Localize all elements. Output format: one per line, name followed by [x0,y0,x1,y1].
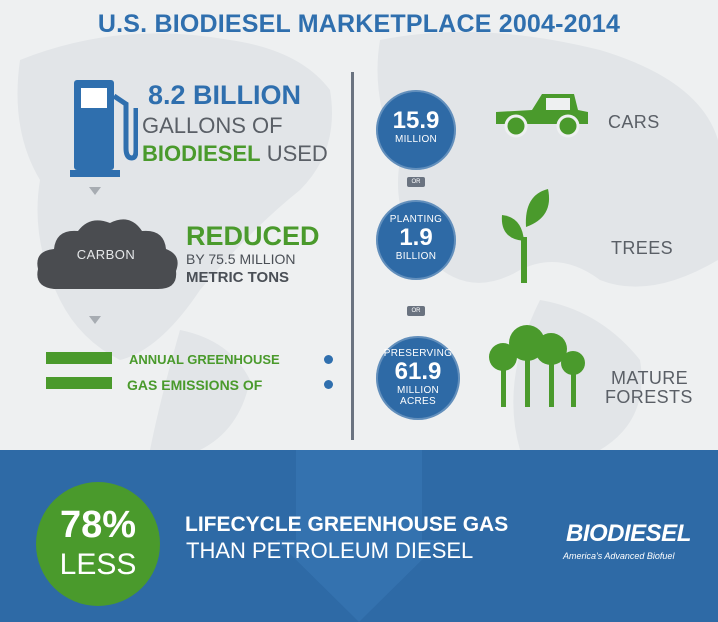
forests-value: 61.9 [394,358,442,385]
equals-line1: ANNUAL GREENHOUSE [129,352,280,367]
reduced-amount: BY 75.5 MILLION [186,251,296,267]
reduced-heading: REDUCED [186,221,320,251]
reduced-unit: METRIC TONS [186,269,290,286]
or-separator: OR [407,306,425,316]
bullet-dot-icon [324,355,333,364]
sprout-icon [501,189,550,283]
biodiesel-highlight: BIODIESEL [142,141,261,166]
fuel-pump-icon [70,80,138,177]
down-arrow-icon [89,316,101,324]
equivalent-circle-cars: 15.9 MILLION [376,90,456,170]
biodiesel-logo-text: BIODIESEL [566,520,691,547]
forest-icon [489,325,585,407]
equals-line2: GAS EMISSIONS OF [127,377,263,393]
trees-unit: BILLION [395,251,437,262]
equals-bar-top [46,352,112,364]
lifecycle-line1: LIFECYCLE GREENHOUSE GAS [185,513,509,536]
trees-top: PLANTING [389,214,443,225]
or-separator: OR [407,177,425,187]
equals-bar-bottom [46,377,112,389]
cars-value: 15.9 [392,107,440,134]
equivalent-circle-forests: PRESERVING 61.9 MILLION ACRES [376,336,460,420]
gallons-line2: GALLONS OF [142,113,283,138]
percent-less: LESS [59,548,137,581]
equivalent-circle-trees: PLANTING 1.9 BILLION [376,200,456,280]
cloud-label: CARBON [76,247,136,262]
page-title: U.S. BIODIESEL MARKETPLACE 2004-2014 [97,10,621,38]
cars-unit: MILLION [394,134,438,145]
gallons-amount: 8.2 BILLION [148,80,302,110]
down-chevron-icon [276,450,442,622]
biodiesel-logo-tagline: America's Advanced Biofuel [563,551,675,561]
trees-value: 1.9 [399,224,433,251]
column-divider [351,72,354,440]
cars-label: CARS [608,112,660,132]
carbon-cloud-icon [37,219,178,289]
percent-value: 78% [59,504,137,546]
lifecycle-line2: THAN PETROLEUM DIESEL [186,538,474,563]
forests-label-2: FORESTS [605,387,693,407]
forests-unit: MILLION [396,385,440,396]
forests-top: PRESERVING [383,348,453,359]
gallons-line3: BIODIESEL USED [142,141,328,167]
car-icon [496,94,588,138]
trees-label: TREES [611,238,674,258]
forests-extra: ACRES [400,396,436,407]
bullet-dot-icon [324,380,333,389]
gallons-used: USED [260,141,328,166]
percent-circle: 78% LESS [36,482,160,606]
forests-label-1: MATURE [611,368,689,388]
down-arrow-icon [89,187,101,195]
